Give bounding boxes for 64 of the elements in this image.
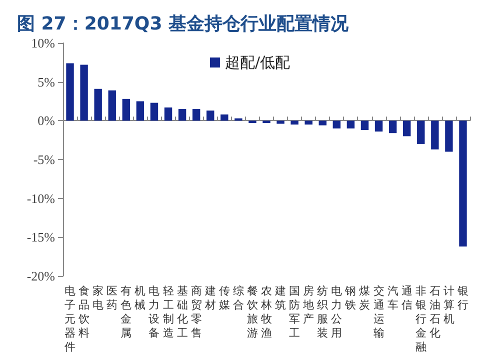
x-tick-label: 商贸零售	[190, 284, 202, 340]
x-tick-label: 医药	[106, 284, 118, 312]
bar	[304, 120, 312, 125]
x-tick-label: 银行	[456, 284, 468, 312]
bar	[220, 114, 228, 121]
x-tick-label: 计算机	[443, 284, 454, 326]
x-tick-label: 通信	[401, 284, 412, 312]
x-tick-label: 建材	[204, 284, 216, 312]
y-tick-label: -10%	[26, 190, 56, 206]
x-tick-label: 食品饮料	[78, 284, 90, 340]
legend-label: 超配/低配	[224, 54, 290, 72]
x-tick-label: 综合	[232, 284, 244, 312]
x-tick-label: 有色金属	[120, 284, 132, 340]
x-tick-label: 电力公用	[331, 284, 342, 340]
x-tick-label: 传媒	[218, 284, 230, 312]
bar	[192, 109, 200, 121]
bar	[66, 63, 74, 121]
bar	[108, 90, 116, 121]
x-tick-label: 煤炭	[359, 284, 370, 312]
bar	[150, 102, 158, 121]
bar	[360, 120, 369, 130]
bar	[276, 120, 284, 124]
bar	[402, 120, 411, 136]
bar	[206, 110, 214, 121]
y-tick-label: 10%	[31, 36, 56, 50]
x-tick-label: 汽车	[387, 284, 398, 312]
bar	[178, 109, 186, 121]
x-tick-label: 基础化工	[176, 284, 188, 340]
x-tick-label: 电力设备	[148, 284, 160, 340]
x-tick-label: 纺织服装	[317, 284, 328, 340]
bar	[431, 120, 439, 150]
x-tick-label: 餐饮旅游	[246, 284, 258, 340]
x-tick-label: 交通运输	[373, 284, 384, 340]
x-tick-label: 非银行金融	[414, 284, 426, 354]
y-tick-label: -5%	[33, 152, 56, 167]
bar	[94, 88, 102, 121]
bar	[136, 101, 144, 121]
x-tick-label: 电子元器件	[64, 284, 76, 354]
bar	[388, 120, 397, 134]
bar	[80, 64, 88, 121]
bar	[374, 120, 383, 132]
bar	[445, 120, 453, 152]
bar	[290, 120, 298, 125]
bar	[122, 98, 130, 121]
bar	[459, 120, 467, 246]
y-tick-label: -20%	[26, 268, 56, 284]
x-tick-label: 石油石化	[429, 284, 440, 340]
y-tick-label: -15%	[26, 230, 56, 245]
bar	[318, 120, 326, 126]
x-tick-label: 房地产	[302, 284, 314, 326]
x-tick-label: 轻工制造	[162, 284, 174, 340]
bar	[332, 120, 341, 128]
x-tick-label: 国防军工	[289, 284, 300, 340]
x-tick-label: 农林牧渔	[260, 284, 272, 340]
x-tick-label: 钢铁	[344, 284, 356, 312]
x-tick-label: 机械	[134, 284, 146, 312]
bar	[417, 120, 425, 144]
y-tick-label: 0%	[38, 113, 56, 128]
y-tick-label: 5%	[38, 74, 56, 90]
x-tick-label: 家电	[92, 284, 104, 312]
bar	[346, 120, 355, 128]
bar	[164, 107, 172, 121]
chart-title: 图 27：2017Q3 基金持仓行业配置情况	[17, 14, 350, 34]
x-tick-label: 建筑	[274, 284, 286, 312]
